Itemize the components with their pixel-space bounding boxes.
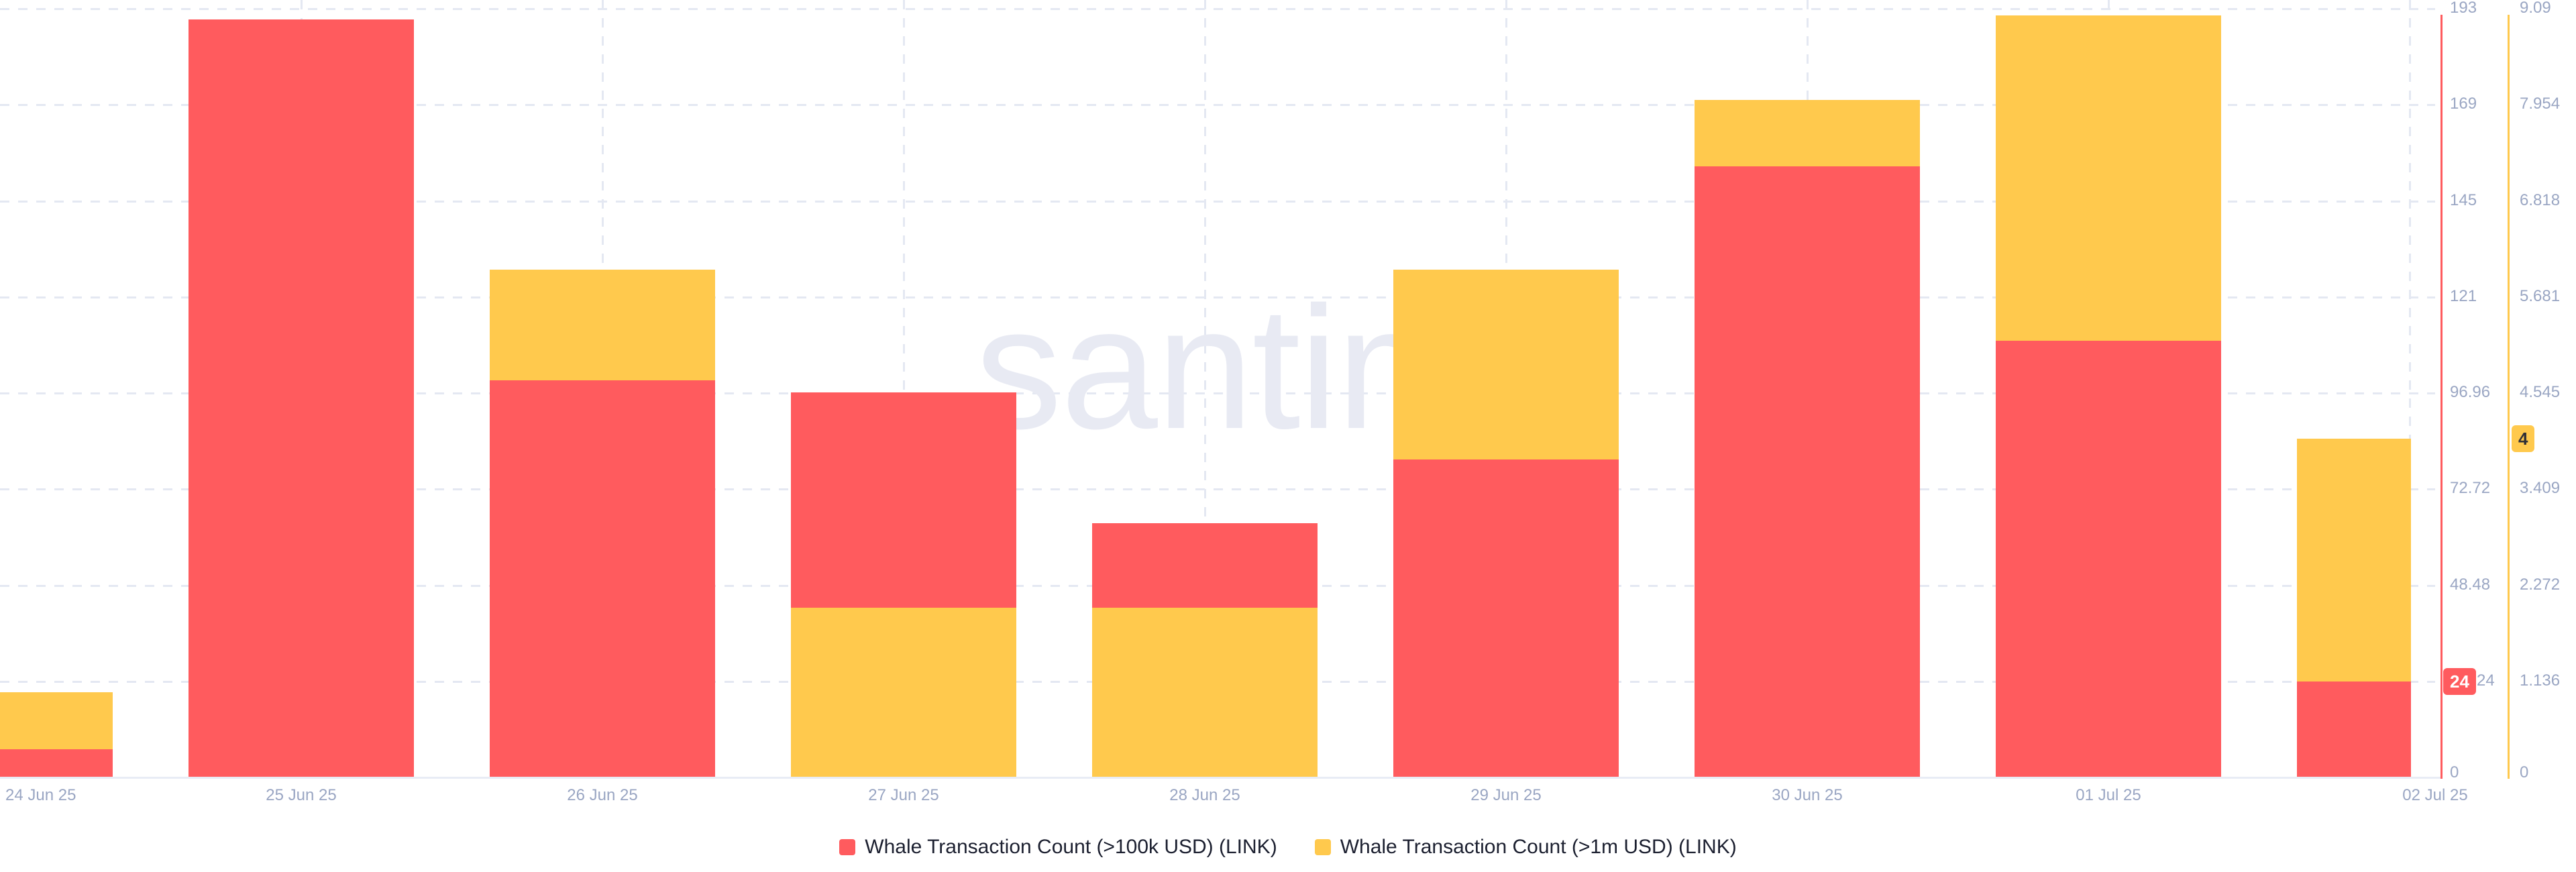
bar-25-jun-25-100k[interactable] [189,19,414,777]
red-axis-tick-96.96: 96.96 [2450,383,2491,401]
bar-01-jul-25-100k[interactable] [1996,341,2221,777]
x-axis-line [0,777,2442,779]
yellow-value-axis-line [2508,15,2510,779]
yellow-axis-tick-5.681: 5.681 [2520,287,2561,305]
legend: Whale Transaction Count (>100k USD) (LIN… [0,836,2576,859]
red-axis-tick-169: 169 [2450,95,2477,113]
yellow-axis-tick-6.818: 6.818 [2520,191,2561,209]
legend-item-1m-usd[interactable]: Whale Transaction Count (>1m USD) (LINK) [1314,836,1737,859]
x-axis-label-26-jun-25: 26 Jun 25 [567,786,638,804]
red-axis-tick-72.72: 72.72 [2450,479,2491,497]
red-axis-tick-145: 145 [2450,191,2477,209]
x-axis-label-02-jul-25: 02 Jul 25 [2402,786,2468,804]
bar-26-jun-25-100k[interactable] [490,380,715,777]
yellow-series-swatch-icon [1314,839,1331,855]
x-axis-label-29-jun-25: 29 Jun 25 [1470,786,1542,804]
yellow-axis-tick-1.136: 1.136 [2520,671,2561,690]
red-current-value-badge: 24 [2443,668,2476,695]
legend-label-100k-usd: Whale Transaction Count (>100k USD) (LIN… [865,836,1277,858]
bar-24-jun-25-100k[interactable] [0,749,113,777]
vertical-gridline [1204,0,1206,777]
red-axis-tick-48.48: 48.48 [2450,576,2491,594]
x-axis-label-25-jun-25: 25 Jun 25 [266,786,337,804]
bar-27-jun-25-1m[interactable] [791,608,1016,777]
yellow-axis-tick-9.09: 9.09 [2520,0,2551,17]
x-axis-label-01-jul-25: 01 Jul 25 [2076,786,2141,804]
horizontal-gridline [0,201,2435,203]
horizontal-gridline [0,8,2435,10]
horizontal-gridline [0,104,2435,106]
bar-28-jun-25-1m[interactable] [1092,608,1318,777]
red-axis-tick-121: 121 [2450,287,2477,305]
horizontal-gridline [0,392,2435,394]
x-axis-label-30-jun-25: 30 Jun 25 [1772,786,1843,804]
yellow-axis-tick-2.272: 2.272 [2520,576,2561,594]
bars-layer [0,15,2411,777]
yellow-axis-tick-4.545: 4.545 [2520,383,2561,401]
x-axis-label-24-jun-25: 24 Jun 25 [5,786,76,804]
x-axis-label-27-jun-25: 27 Jun 25 [868,786,939,804]
yellow-axis-tick-7.954: 7.954 [2520,95,2561,113]
yellow-axis-tick-3.409: 3.409 [2520,479,2561,497]
red-axis-tick-193: 193 [2450,0,2477,17]
yellow-axis-tick-0: 0 [2520,763,2529,781]
bar-02-jul-25-100k[interactable] [2297,682,2411,777]
red-axis-tick-24: 24 [2477,671,2495,690]
red-value-axis-line [2440,15,2443,779]
red-axis-tick-0: 0 [2450,763,2459,781]
yellow-current-value-badge: 4 [2512,425,2535,452]
vertical-gridline [2409,0,2411,777]
legend-label-1m-usd: Whale Transaction Count (>1m USD) (LINK) [1340,836,1737,858]
bar-30-jun-25-100k[interactable] [1695,166,1920,777]
bar-29-jun-25-100k[interactable] [1393,459,1619,777]
horizontal-gridline [0,488,2435,490]
horizontal-gridline [0,296,2435,298]
legend-item-100k-usd[interactable]: Whale Transaction Count (>100k USD) (LIN… [839,836,1277,859]
x-axis-label-28-jun-25: 28 Jun 25 [1169,786,1240,804]
red-series-swatch-icon [839,839,856,855]
vertical-gridline [903,0,905,777]
